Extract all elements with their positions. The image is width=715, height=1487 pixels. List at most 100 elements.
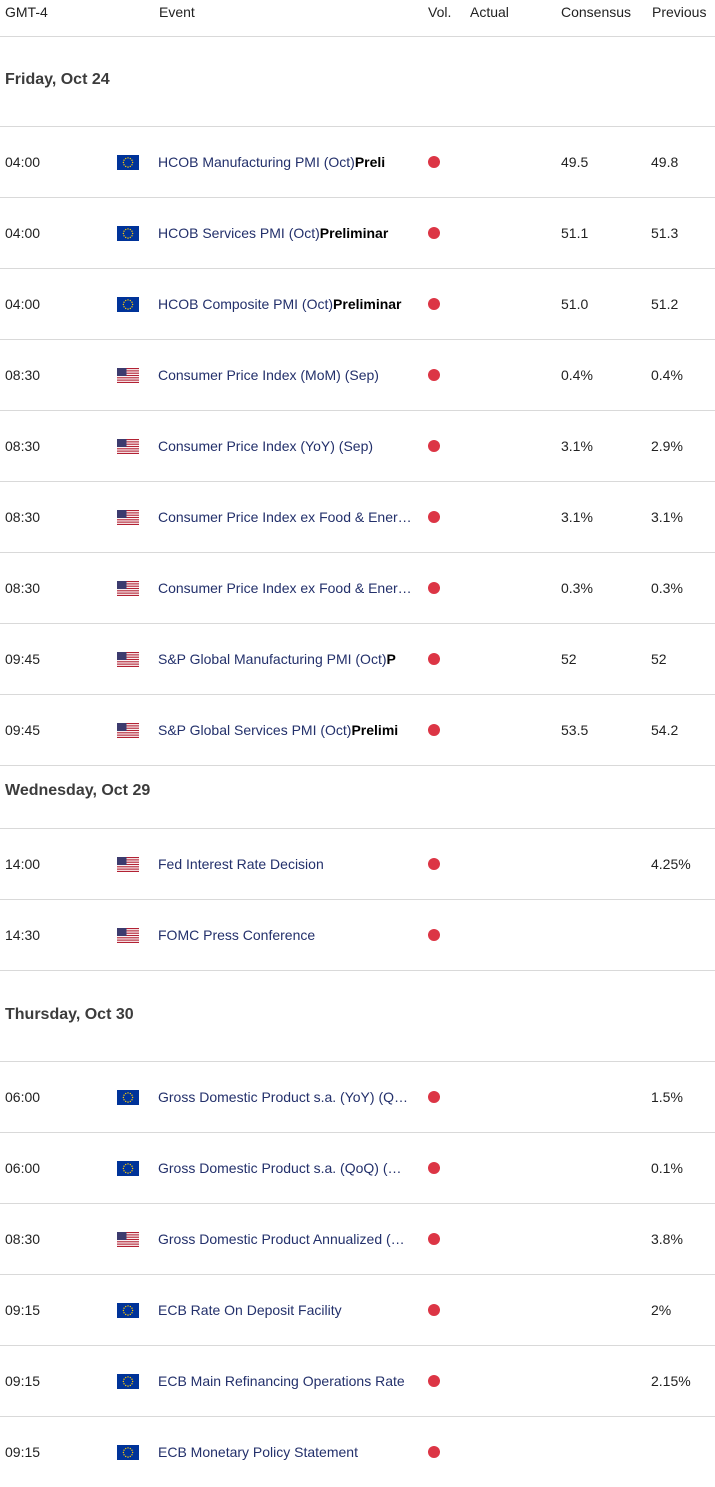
event-name[interactable]: Gross Domestic Product s.a. (QoQ) (…	[158, 1160, 426, 1176]
event-time: 09:45	[5, 651, 41, 667]
event-title: Gross Domestic Product Annualized (…	[158, 1231, 405, 1247]
actual-header[interactable]: Actual	[470, 4, 509, 20]
day-heading: Thursday, Oct 30	[0, 1000, 715, 1040]
event-time: 08:30	[5, 1231, 41, 1247]
table-row[interactable]: 08:30 Consumer Price Index (MoM) (Sep) 0.4…	[0, 339, 715, 410]
event-name[interactable]: Gross Domestic Product Annualized (…	[158, 1231, 426, 1247]
event-title: S&P Global Manufacturing PMI (Oct)	[158, 651, 387, 667]
event-title: ECB Rate On Deposit Facility	[158, 1302, 342, 1318]
high-impact-dot-icon	[428, 440, 440, 452]
previous-value: 2.9%	[651, 438, 683, 454]
event-name[interactable]: Fed Interest Rate Decision	[158, 856, 426, 872]
event-title: FOMC Press Conference	[158, 927, 316, 943]
us-flag-icon	[117, 368, 139, 383]
event-name[interactable]: Consumer Price Index (MoM) (Sep)	[158, 367, 426, 383]
us-flag-icon	[117, 928, 139, 943]
event-name[interactable]: Consumer Price Index ex Food & Ener…	[158, 580, 426, 596]
consensus-value: 0.4%	[561, 367, 593, 383]
event-title: Consumer Price Index (YoY) (Sep)	[158, 438, 374, 454]
event-time: 09:45	[5, 722, 41, 738]
event-time: 06:00	[5, 1089, 41, 1105]
event-header[interactable]: Event	[159, 4, 195, 20]
event-suffix: Preliminar	[319, 225, 389, 241]
event-name[interactable]: ECB Rate On Deposit Facility	[158, 1302, 426, 1318]
us-flag-icon	[117, 510, 139, 525]
volatility-header[interactable]: Vol.	[428, 4, 452, 20]
consensus-header[interactable]: Consensus	[561, 4, 632, 20]
previous-value: 0.3%	[651, 580, 683, 596]
row-divider	[0, 765, 715, 766]
table-row[interactable]: 09:45 S&P Global Manufacturing PMI (Oct)P…	[0, 623, 715, 694]
high-impact-dot-icon	[428, 653, 440, 665]
event-time: 04:00	[5, 296, 41, 312]
us-flag-icon	[117, 439, 139, 454]
event-suffix: P	[386, 651, 396, 667]
previous-value: 51.3	[651, 225, 679, 241]
high-impact-dot-icon	[428, 1233, 440, 1245]
table-row[interactable]: 08:30 Consumer Price Index (YoY) (Sep) 3.1…	[0, 410, 715, 481]
previous-value: 54.2	[651, 722, 679, 738]
previous-value: 3.1%	[651, 509, 683, 525]
event-time: 08:30	[5, 509, 41, 525]
table-row[interactable]: 08:30 Consumer Price Index ex Food & Ener…	[0, 552, 715, 623]
event-name[interactable]: HCOB Manufacturing PMI (Oct)Preli	[158, 154, 426, 170]
table-row[interactable]: 09:15 ECB Monetary Policy Statement	[0, 1416, 715, 1487]
event-name[interactable]: FOMC Press Conference	[158, 927, 426, 943]
consensus-value: 49.5	[561, 154, 589, 170]
high-impact-dot-icon	[428, 227, 440, 239]
event-name[interactable]: S&P Global Services PMI (Oct)Prelimi	[158, 722, 426, 738]
table-row[interactable]: 14:30 FOMC Press Conference	[0, 899, 715, 970]
table-row[interactable]: 09:15 ECB Main Refinancing Operations Rat…	[0, 1345, 715, 1416]
event-name[interactable]: ECB Main Refinancing Operations Rate	[158, 1373, 426, 1389]
us-flag-icon	[117, 652, 139, 667]
table-row[interactable]: 09:45 S&P Global Services PMI (Oct)Prelim…	[0, 694, 715, 765]
table-row[interactable]: 04:00 HCOB Composite PMI (Oct)Preliminar 5…	[0, 268, 715, 339]
previous-value: 3.8%	[651, 1231, 683, 1247]
table-row[interactable]: 04:00 HCOB Services PMI (Oct)Preliminar 51…	[0, 197, 715, 268]
row-divider	[0, 970, 715, 971]
table-row[interactable]: 06:00 Gross Domestic Product s.a. (QoQ) (…	[0, 1132, 715, 1203]
consensus-value: 53.5	[561, 722, 589, 738]
event-time: 09:15	[5, 1444, 41, 1460]
day-label: Friday, Oct 24	[5, 71, 110, 88]
event-suffix: Prelimi	[351, 722, 399, 738]
table-row[interactable]: 08:30 Gross Domestic Product Annualized (…	[0, 1203, 715, 1274]
previous-value: 1.5%	[651, 1089, 683, 1105]
high-impact-dot-icon	[428, 858, 440, 870]
event-name[interactable]: ECB Monetary Policy Statement	[158, 1444, 426, 1460]
event-suffix: Preliminar	[333, 296, 402, 312]
event-title: Consumer Price Index ex Food & Ener…	[158, 580, 412, 596]
consensus-value: 52	[561, 651, 577, 667]
eu-flag-icon	[117, 1445, 139, 1460]
event-time: 04:00	[5, 154, 41, 170]
high-impact-dot-icon	[428, 1446, 440, 1458]
event-name[interactable]: HCOB Services PMI (Oct)Preliminar	[158, 225, 426, 241]
table-row[interactable]: 09:15 ECB Rate On Deposit Facility 2%	[0, 1274, 715, 1345]
previous-value: 52	[651, 651, 667, 667]
table-row[interactable]: 08:30 Consumer Price Index ex Food & Ener…	[0, 481, 715, 552]
previous-header[interactable]: Previous	[652, 4, 707, 20]
eu-flag-icon	[117, 155, 139, 170]
us-flag-icon	[117, 1232, 139, 1247]
event-name[interactable]: HCOB Composite PMI (Oct)Preliminar	[158, 296, 426, 312]
high-impact-dot-icon	[428, 582, 440, 594]
event-suffix: Preli	[354, 154, 386, 170]
high-impact-dot-icon	[428, 1375, 440, 1387]
event-title: S&P Global Services PMI (Oct)	[158, 722, 352, 738]
event-title: Gross Domestic Product s.a. (QoQ) (…	[158, 1160, 402, 1176]
previous-value: 51.2	[651, 296, 679, 312]
previous-value: 0.4%	[651, 367, 683, 383]
day-label: Wednesday, Oct 29	[5, 782, 151, 799]
event-name[interactable]: Consumer Price Index ex Food & Ener…	[158, 509, 426, 525]
table-row[interactable]: 04:00 HCOB Manufacturing PMI (Oct)Preli 49…	[0, 126, 715, 197]
table-row[interactable]: 06:00 Gross Domestic Product s.a. (YoY) (…	[0, 1061, 715, 1132]
high-impact-dot-icon	[428, 1091, 440, 1103]
eu-flag-icon	[117, 297, 139, 312]
event-name[interactable]: Consumer Price Index (YoY) (Sep)	[158, 438, 426, 454]
day-heading: Friday, Oct 24	[0, 64, 715, 104]
high-impact-dot-icon	[428, 1304, 440, 1316]
table-header: GMT-4 Event Vol. Actual Consensus Previo…	[0, 0, 715, 37]
event-name[interactable]: Gross Domestic Product s.a. (YoY) (Q…	[158, 1089, 426, 1105]
event-name[interactable]: S&P Global Manufacturing PMI (Oct)P	[158, 651, 426, 667]
table-row[interactable]: 14:00 Fed Interest Rate Decision 4.25%	[0, 828, 715, 899]
